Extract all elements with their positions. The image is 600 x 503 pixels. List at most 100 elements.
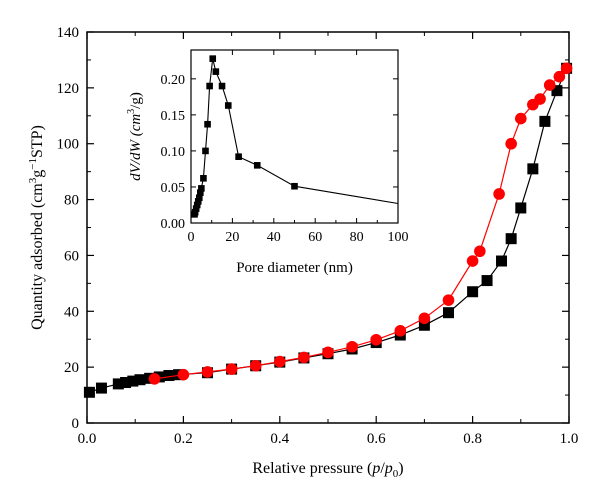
main-series-1-point [298, 351, 310, 364]
x-label-post: ) [398, 460, 403, 477]
inset-y-tick-label: 0.05 [161, 181, 186, 196]
x-label-p2: p [384, 460, 393, 477]
main-series-0-point [515, 202, 527, 214]
inset-x-tick-label: 0 [188, 230, 195, 245]
inset-series-0-point [200, 175, 207, 182]
main-series-1-point [505, 137, 517, 150]
x-label-sub: 0 [393, 468, 399, 480]
y-label-sup2: −1 [27, 158, 39, 170]
main-x-tick-label: 0.0 [78, 431, 97, 447]
main-series-1-point [543, 79, 556, 91]
main-y-axis-label: Quantity adsorbed (cm3g−1STP) [27, 125, 46, 330]
inset-series-0-point [224, 102, 232, 109]
inset-series [191, 55, 399, 218]
inset-x-tick-label: 100 [388, 230, 409, 245]
inset-series-0-point [218, 82, 226, 90]
main-series-1-point [493, 188, 505, 200]
y-label-sup1: 3 [27, 177, 39, 183]
main-series-1-point [148, 373, 161, 385]
main-series-0-point [496, 255, 508, 267]
main-ticks: 0.0 0.2 0.4 0.6 0.8 1.0 0 20 40 60 80 100 120 140 [57, 25, 579, 447]
main-series-1-point [201, 366, 214, 378]
inset-series-0-point [191, 208, 199, 216]
x-label-slash: / [380, 460, 385, 477]
main-x-tick-label: 0.6 [367, 431, 386, 447]
main-y-tick-label: 40 [64, 304, 79, 320]
y-label-post: STP) [29, 125, 46, 158]
main-series-1-point [534, 93, 546, 105]
x-label-pre: Relative pressure ( [252, 460, 372, 477]
x-label-p1: p [371, 460, 380, 477]
main-series-1-point [274, 355, 286, 368]
inset-x-tick-label: 20 [225, 230, 239, 245]
main-series-1-point [418, 312, 431, 325]
main-series-1-point [249, 359, 262, 372]
inset-y-label-sup: 3 [126, 109, 137, 114]
inset-series-0-point [235, 153, 242, 160]
inset-y-label-post: /g) [128, 92, 144, 109]
inset-chart: 0 20 40 60 80 100 0.00 0.05 0.10 0.15 0.20 Pore di… [126, 49, 409, 276]
main-series-0-point [481, 275, 493, 287]
main-x-tick-label: 1.0 [560, 431, 579, 447]
main-series-1-point [466, 255, 479, 267]
main-series-1-point [442, 294, 455, 306]
main-series-0-point [95, 382, 107, 394]
main-x-tick-label: 0.4 [270, 431, 289, 447]
main-y-tick-label: 60 [64, 248, 79, 264]
main-series-1-point [553, 70, 566, 83]
main-y-tick-label: 140 [57, 25, 80, 41]
main-x-tick-label: 0.2 [174, 431, 193, 447]
inset-series-0-point [193, 201, 201, 209]
inset-x-tick-label: 40 [267, 230, 281, 245]
inset-series-0-point [209, 55, 217, 62]
main-series-1-point [225, 363, 238, 375]
inset-series-0-point [192, 205, 200, 212]
main-series-1-point [560, 62, 573, 75]
main-series-1-point [177, 368, 190, 381]
inset-y-tick-label: 0.15 [161, 109, 186, 124]
inset-series-0-point [202, 147, 209, 155]
main-series-1-point [322, 346, 334, 359]
main-series-0-point [467, 286, 479, 298]
main-series-0-point [127, 375, 139, 387]
main-series-0-point [134, 374, 146, 386]
main-y-tick-label: 20 [64, 360, 79, 376]
inset-ticks: 0 20 40 60 80 100 0.00 0.05 0.10 0.15 0.20 [161, 50, 409, 245]
main-series-0-point [163, 370, 175, 382]
main-series-0-point [418, 319, 430, 331]
main-series-0-point [505, 233, 517, 245]
inset-y-tick-label: 0.10 [161, 145, 186, 160]
main-series-0-point [83, 386, 95, 398]
main-series-1-point [394, 325, 407, 337]
y-label-pre: Quantity adsorbed (cm [29, 183, 46, 330]
inset-background [191, 50, 398, 223]
main-chart: 0.0 0.2 0.4 0.6 0.8 1.0 0 20 40 60 80 100 120 140 Rel… [27, 25, 578, 480]
main-series-1-point [474, 245, 486, 258]
main-series-1-point [515, 112, 527, 125]
main-series-0-point [112, 378, 124, 390]
inset-y-tick-label: 0.20 [161, 73, 186, 88]
inset-series-0-point [206, 82, 213, 90]
main-x-axis-label: Relative pressure (p/p0) [252, 460, 403, 480]
main-series-0-point [443, 307, 454, 319]
main-y-tick-label: 80 [64, 193, 79, 209]
inset-series-0-point [194, 198, 202, 205]
main-y-tick-label: 120 [57, 81, 80, 97]
main-y-tick-label: 0 [72, 416, 80, 432]
inset-x-axis-label: Pore diameter (nm) [236, 260, 353, 276]
inset-y-axis-label: dV/dW (cm3/g) [126, 92, 144, 181]
main-x-tick-label: 0.8 [463, 431, 482, 447]
inset-series-0-point [204, 120, 211, 128]
main-series [83, 62, 573, 398]
inset-series-0-point [253, 162, 261, 169]
main-series-1-point [370, 333, 383, 346]
main-series-0-point [527, 163, 539, 175]
inset-y-label-pre: dV/dW (cm [128, 114, 144, 181]
inset-series-0-point [195, 194, 203, 202]
main-y-tick-label: 100 [57, 137, 80, 153]
inset-series-0-point [291, 182, 298, 190]
inset-series-0-point [197, 189, 204, 197]
inset-x-tick-label: 60 [308, 230, 322, 245]
y-label-mid: g [29, 170, 46, 178]
